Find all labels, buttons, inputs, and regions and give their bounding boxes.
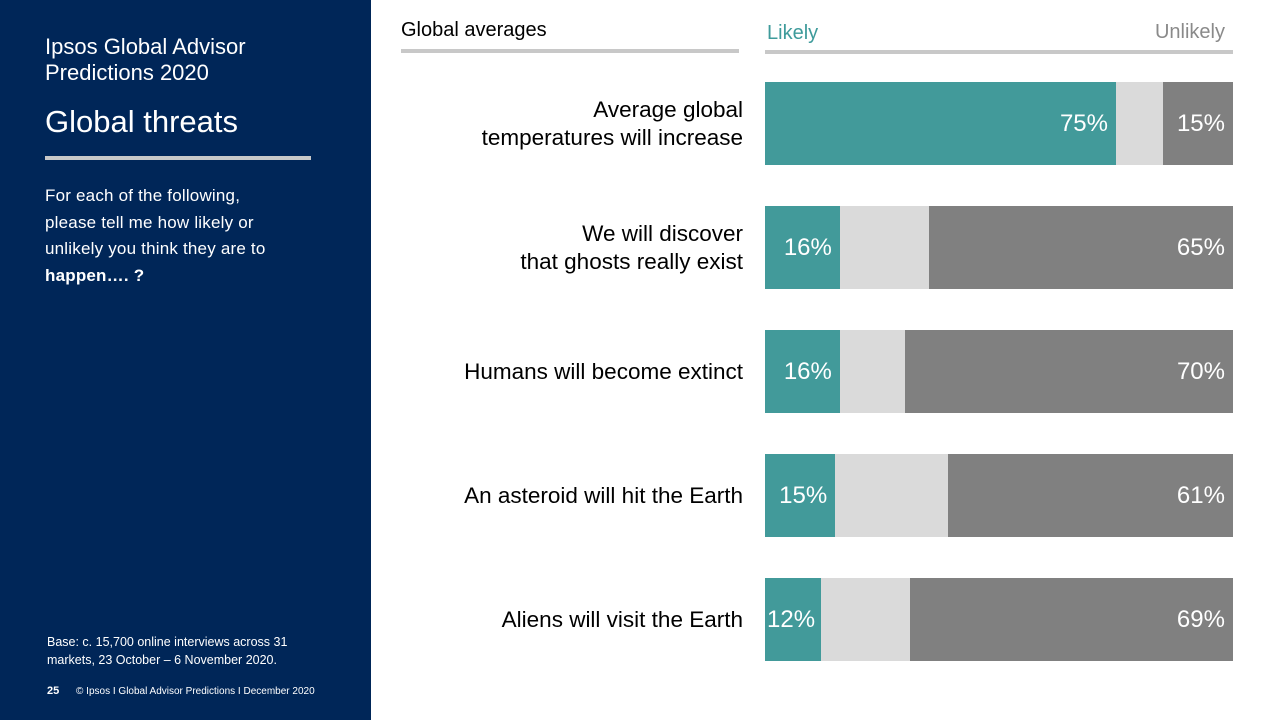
page-title: Global threats — [45, 104, 238, 139]
likely-heading: Likely — [767, 22, 819, 44]
question-line1: For each of the following, — [45, 186, 241, 205]
category-label-line: Average global — [593, 96, 743, 122]
survey-question: For each of the following, please tell m… — [45, 183, 335, 289]
likely-value-label: 16% — [783, 233, 832, 261]
category-label: Average global temperatures will increase — [383, 96, 743, 152]
base-note-line2: markets, 23 October – 6 November 2020. — [47, 653, 277, 667]
stacked-bar: 75% 15% — [765, 82, 1233, 165]
category-label-line: An asteroid will hit the Earth — [464, 482, 743, 508]
category-label-line: temperatures will increase — [481, 124, 743, 150]
unlikely-heading: Unlikely — [1154, 21, 1225, 43]
category-label-line: Aliens will visit the Earth — [501, 606, 743, 632]
base-note-line1: Base: c. 15,700 online interviews across… — [47, 635, 288, 649]
likely-value-label: 15% — [779, 481, 828, 509]
likely-segment: 75% — [765, 82, 1116, 165]
neutral-segment — [839, 330, 906, 413]
global-averages-rule — [401, 49, 739, 53]
unlikely-value-label: 70% — [1176, 357, 1225, 385]
report-name: Ipsos Global Advisor Predictions 2020 — [45, 34, 345, 86]
likely-value-label: 75% — [1059, 109, 1108, 137]
stacked-bar: 12% 69% — [765, 578, 1233, 661]
stacked-bar: 15% 61% — [765, 454, 1233, 537]
unlikely-segment: 65% — [928, 206, 1233, 289]
neutral-segment — [1116, 82, 1163, 165]
question-bold: happen…. ? — [45, 265, 145, 285]
unlikely-segment: 70% — [905, 330, 1233, 413]
page-number: 25 — [47, 685, 60, 697]
question-line2: please tell me how likely or — [45, 212, 254, 232]
unlikely-value-label: 65% — [1176, 233, 1225, 261]
likely-segment: 16% — [765, 206, 840, 289]
report-name-line2: Predictions 2020 — [45, 60, 209, 85]
category-label-line: that ghosts really exist — [520, 248, 743, 274]
likely-segment: 15% — [765, 454, 836, 537]
unlikely-value-label: 61% — [1176, 481, 1225, 509]
unlikely-segment: 15% — [1162, 82, 1233, 165]
report-name-line1: Ipsos Global Advisor — [45, 34, 246, 59]
base-note: Base: c. 15,700 online interviews across… — [47, 633, 347, 669]
neutral-segment — [821, 578, 911, 661]
unlikely-value-label: 69% — [1176, 605, 1225, 633]
global-averages-heading: Global averages — [401, 19, 547, 41]
likely-value-label: 16% — [783, 357, 832, 385]
footer: 25 © Ipsos I Global Advisor Predictions … — [47, 684, 315, 699]
category-label: Aliens will visit the Earth — [383, 606, 743, 634]
category-label-line: We will discover — [582, 220, 743, 246]
unlikely-segment: 69% — [910, 578, 1233, 661]
category-label: An asteroid will hit the Earth — [383, 482, 743, 510]
neutral-segment — [835, 454, 948, 537]
stacked-bar: 16% 70% — [765, 330, 1233, 413]
category-label: Humans will become extinct — [383, 358, 743, 386]
unlikely-segment: 61% — [947, 454, 1233, 537]
question-line3: unlikely you think they are to — [45, 239, 266, 258]
category-label: We will discover that ghosts really exist — [383, 220, 743, 276]
likely-unlikely-rule — [765, 50, 1233, 54]
likely-segment: 12% — [765, 578, 822, 661]
copyright-text: © Ipsos I Global Advisor Predictions I D… — [76, 686, 315, 697]
title-divider — [45, 156, 311, 160]
unlikely-value-label: 15% — [1176, 109, 1225, 137]
stacked-bar: 16% 65% — [765, 206, 1233, 289]
neutral-segment — [839, 206, 929, 289]
sidebar: Ipsos Global Advisor Predictions 2020 Gl… — [0, 0, 371, 720]
likely-segment: 16% — [765, 330, 840, 413]
likely-value-label: 12% — [767, 605, 816, 633]
category-label-line: Humans will become extinct — [464, 358, 743, 384]
